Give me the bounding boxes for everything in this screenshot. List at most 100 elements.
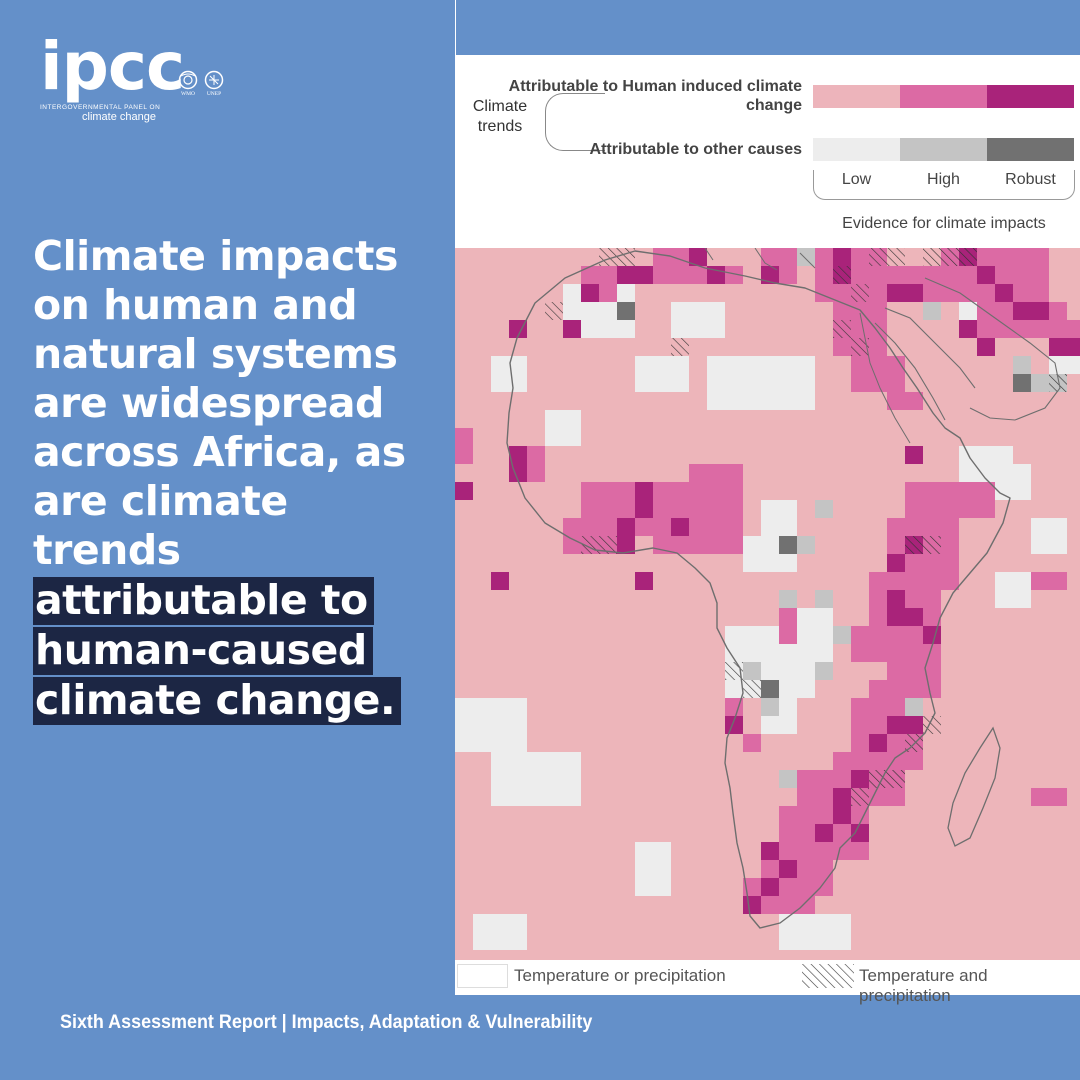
nile-river bbox=[859, 312, 911, 444]
map-cell bbox=[689, 464, 743, 554]
map-cell bbox=[689, 248, 707, 266]
hatched-cell bbox=[1049, 374, 1067, 392]
map-cell bbox=[905, 608, 923, 626]
map-cell bbox=[563, 320, 581, 338]
map-cell bbox=[779, 608, 797, 644]
map-cell bbox=[1031, 518, 1067, 554]
hatched-cell bbox=[743, 680, 761, 698]
map-cell bbox=[455, 482, 473, 500]
headline-line: natural systems bbox=[33, 330, 398, 378]
map-cell bbox=[545, 410, 581, 446]
map-cell bbox=[887, 392, 923, 410]
africa-impact-map bbox=[455, 248, 1080, 960]
map-cell bbox=[851, 770, 869, 788]
hatched-cell bbox=[887, 770, 905, 788]
map-cell bbox=[833, 806, 851, 824]
evidence-bracket bbox=[813, 170, 1075, 200]
map-cell bbox=[905, 446, 923, 464]
hatched-cell bbox=[923, 248, 941, 266]
map-cell bbox=[761, 878, 779, 896]
map-cell bbox=[995, 464, 1031, 500]
map-cell bbox=[977, 266, 995, 284]
evidence-label-high: High bbox=[927, 171, 960, 188]
unep-emblem-icon bbox=[204, 70, 224, 90]
map-cell bbox=[617, 266, 635, 284]
swatch-other-low bbox=[813, 138, 900, 161]
map-cell bbox=[905, 716, 923, 734]
partner-badges: WMO UNEP bbox=[178, 70, 224, 97]
hatched-cell bbox=[941, 248, 959, 266]
hatched-cell bbox=[545, 302, 563, 320]
wmo-emblem-icon bbox=[178, 70, 198, 90]
map-cell bbox=[905, 698, 923, 716]
map-cell bbox=[851, 824, 869, 842]
legend-hatch-swatch bbox=[802, 964, 854, 988]
headline: Climate impacts on human and natural sys… bbox=[33, 232, 453, 725]
map-cell bbox=[959, 320, 977, 338]
hatched-cell bbox=[671, 338, 689, 356]
hatched-cell bbox=[959, 248, 977, 266]
map-cell bbox=[977, 338, 995, 356]
map-cell bbox=[761, 680, 779, 698]
map-cell bbox=[905, 482, 995, 518]
hatched-cell bbox=[851, 284, 869, 302]
headline-line: are widespread bbox=[33, 379, 384, 427]
map-cell bbox=[1049, 338, 1067, 356]
headline-line: trends bbox=[33, 526, 181, 574]
unep-label: UNEP bbox=[206, 91, 222, 97]
map-cell bbox=[491, 356, 527, 392]
headline-line: on human and bbox=[33, 281, 358, 329]
map-cell bbox=[833, 248, 851, 266]
africa-coastline bbox=[506, 250, 1011, 929]
headline-highlight-line: climate change. bbox=[33, 677, 402, 725]
wmo-badge: WMO bbox=[178, 70, 198, 97]
map-cell bbox=[671, 302, 725, 338]
swatch-human-robust bbox=[987, 85, 1074, 108]
legend-hatch-label: Temperature and precipitation bbox=[859, 966, 988, 1005]
headline-line: Climate impacts bbox=[33, 232, 398, 280]
logo-subtitle-line1: INTERGOVERNMENTAL PANEL ON bbox=[40, 104, 161, 111]
evidence-label-low: Low bbox=[841, 171, 872, 188]
map-cell bbox=[1067, 338, 1080, 356]
grid-cells bbox=[455, 248, 1080, 950]
headline-line: across Africa, as bbox=[33, 428, 406, 476]
ipcc-logo: ipcc INTERGOVERNMENTAL PANEL ON climate … bbox=[40, 34, 240, 131]
map-cell bbox=[491, 572, 509, 590]
bottom-legend: Temperature or precipitation Temperature… bbox=[455, 962, 1080, 1005]
map-cell bbox=[1013, 356, 1031, 374]
legend-label-human: Attributable to Human induced climate ch… bbox=[508, 78, 802, 114]
map-cell bbox=[1031, 320, 1080, 338]
map-cell bbox=[635, 356, 689, 392]
map-cell bbox=[851, 626, 869, 662]
map-cell bbox=[797, 536, 815, 554]
figure-panel: Climate trends Attributable to Human ind… bbox=[455, 0, 1080, 1005]
map-cell bbox=[815, 824, 833, 842]
map-cell bbox=[617, 302, 635, 320]
map-cell bbox=[995, 572, 1031, 608]
map-cell bbox=[509, 446, 527, 464]
legend-title: Climate trends bbox=[472, 98, 528, 135]
map-cell bbox=[815, 590, 833, 608]
legend-plain-label: Temperature or precipitation bbox=[514, 966, 726, 985]
map-cell bbox=[725, 716, 743, 734]
map-cell bbox=[833, 626, 851, 644]
map-cell bbox=[635, 572, 653, 590]
hatched-cell bbox=[833, 320, 851, 338]
map-cell bbox=[887, 608, 905, 626]
map-cell bbox=[779, 914, 851, 950]
map-cell bbox=[833, 788, 851, 806]
map-cell bbox=[869, 734, 887, 752]
arabia-outline bbox=[924, 277, 1061, 421]
evidence-caption: Evidence for climate impacts bbox=[842, 215, 1046, 232]
panel-top-strip bbox=[455, 0, 1080, 55]
map-cell bbox=[671, 518, 689, 536]
map-cell bbox=[887, 590, 905, 608]
hatched-cell bbox=[869, 770, 887, 788]
map-cell bbox=[761, 698, 779, 716]
map-cell bbox=[923, 302, 941, 320]
map-cell bbox=[1031, 302, 1049, 320]
map-cell bbox=[473, 914, 527, 950]
map-cell bbox=[779, 860, 797, 878]
map-cell bbox=[617, 536, 635, 554]
headline-line: are climate bbox=[33, 477, 288, 525]
